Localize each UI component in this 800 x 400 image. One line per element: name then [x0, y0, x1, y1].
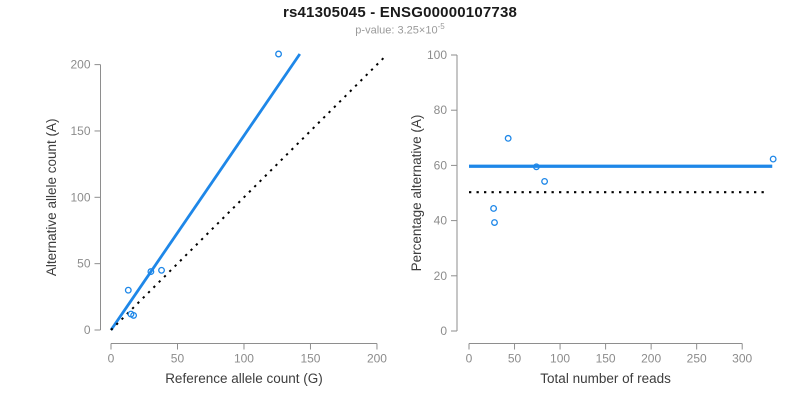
y-tick-label: 0	[84, 323, 91, 337]
data-point	[769, 155, 777, 163]
x-tick-label: 200	[641, 352, 661, 366]
data-point	[491, 219, 498, 226]
page-title: rs41305045 - ENSG00000107738	[282, 4, 518, 21]
y-tick-label: 50	[77, 257, 91, 271]
x-axis-title: Total number of reads	[540, 371, 671, 386]
y-tick-label: 40	[434, 214, 448, 228]
y-tick-label: 200	[70, 58, 90, 72]
p-value-text: p-value: 3.25×10	[355, 24, 438, 37]
y-tick-label: 80	[434, 103, 448, 117]
identity-line	[110, 54, 387, 331]
x-tick-label: 100	[234, 352, 254, 366]
data-point	[490, 205, 498, 212]
x-tick-label: 50	[171, 352, 185, 366]
y-tick-label: 150	[70, 124, 90, 138]
fit-line	[109, 53, 301, 331]
y-tick-label: 20	[434, 269, 448, 283]
x-tick-label: 100	[550, 352, 570, 366]
data-point	[532, 163, 540, 171]
page-subtitle: p-value: 3.25×10-5	[0, 22, 800, 37]
y-tick-label: 60	[434, 158, 448, 172]
x-tick-label: 0	[466, 352, 473, 366]
data-point	[124, 286, 132, 294]
x-tick-label: 250	[687, 352, 707, 366]
y-tick-label: 0	[440, 324, 447, 338]
data-point	[158, 266, 165, 274]
x-tick-label: 0	[108, 352, 115, 366]
y-axis-title: Percentage alternative (A)	[409, 115, 424, 272]
x-tick-label: 200	[367, 352, 387, 366]
x-tick-label: 50	[508, 352, 522, 366]
p-value-exponent: -5	[437, 22, 445, 31]
data-point	[541, 177, 549, 185]
x-tick-label: 150	[596, 352, 616, 366]
y-tick-label: 100	[427, 48, 447, 62]
data-point	[504, 134, 512, 142]
data-point	[147, 268, 155, 276]
data-point	[130, 311, 138, 319]
data-point	[275, 50, 283, 58]
y-axis-title: Alternative allele count (A)	[44, 119, 59, 277]
x-tick-label: 150	[300, 352, 320, 366]
x-axis-title: Reference allele count (G)	[165, 371, 323, 386]
y-tick-label: 100	[70, 190, 90, 204]
x-tick-label: 300	[732, 352, 752, 366]
